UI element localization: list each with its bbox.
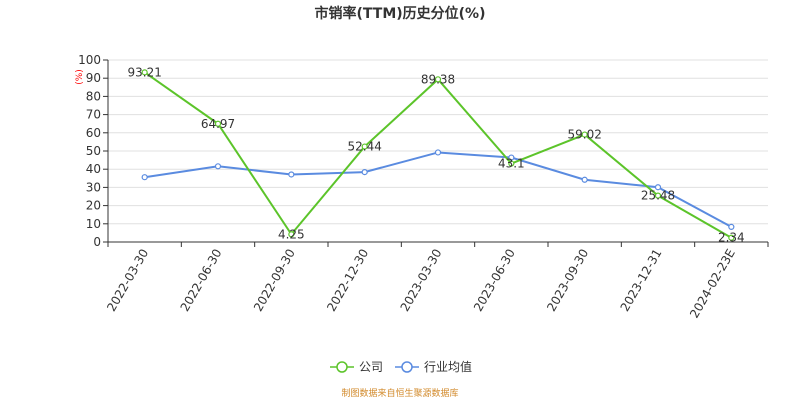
data-point[interactable] <box>581 176 588 183</box>
x-tick-label: 2022-12-30 <box>324 247 371 314</box>
y-tick-label: 40 <box>86 162 101 176</box>
legend-label: 行业均值 <box>424 359 472 374</box>
data-label: 59.02 <box>567 128 601 142</box>
x-tick-label: 2023-12-31 <box>618 247 665 314</box>
data-label: 25.48 <box>641 189 675 203</box>
legend-item-1[interactable]: 行业均值 <box>395 359 472 374</box>
x-tick-label: 2022-03-30 <box>104 247 151 314</box>
data-point[interactable] <box>728 223 735 230</box>
x-axis-ticks: 2022-03-30 2022-06-30 2022-09-30 2022-12-30… <box>104 242 769 321</box>
data-point[interactable] <box>508 160 515 167</box>
x-tick-label: 2024-02-23E <box>687 247 738 321</box>
y-tick-label: 80 <box>86 89 101 103</box>
x-tick-label: 2023-09-30 <box>544 247 591 314</box>
series-0 <box>141 69 735 241</box>
series-layer <box>141 69 735 241</box>
data-point[interactable] <box>508 154 515 161</box>
x-tick-label: 2022-09-30 <box>251 247 298 314</box>
y-axis-ticks: 0 10 20 30 40 50 60 70 80 90 100 <box>78 53 108 249</box>
chart-title: 市销率(TTM)历史分位(%) <box>315 5 486 22</box>
legend[interactable]: 公司 行业均值 <box>330 359 472 374</box>
data-point[interactable] <box>288 231 295 238</box>
y-tick-label: 0 <box>93 235 101 249</box>
data-label: 64.97 <box>201 117 235 131</box>
x-tick-label: 2022-06-30 <box>178 247 225 314</box>
data-point[interactable] <box>654 184 662 191</box>
data-point[interactable] <box>141 69 148 76</box>
source-note: 制图数据来自恒生聚源数据库 <box>341 387 458 399</box>
data-point[interactable] <box>728 234 735 241</box>
data-point[interactable] <box>654 192 662 199</box>
y-tick-label: 90 <box>86 71 101 85</box>
data-point[interactable] <box>214 120 222 127</box>
data-label: 43.1 <box>498 157 525 171</box>
data-label: 93.21 <box>127 65 161 79</box>
data-label: 89.38 <box>421 72 455 86</box>
y-axis-unit-label: (%) <box>75 69 85 85</box>
legend-item-0[interactable]: 公司 <box>330 360 383 374</box>
data-point[interactable] <box>434 149 442 156</box>
axes <box>107 60 768 243</box>
y-tick-label: 100 <box>78 53 101 67</box>
y-tick-label: 30 <box>86 180 101 194</box>
data-point[interactable] <box>361 143 368 150</box>
legend-label: 公司 <box>359 360 383 374</box>
data-point[interactable] <box>361 169 368 176</box>
y-tick-label: 70 <box>86 108 101 122</box>
data-point[interactable] <box>288 171 295 178</box>
data-point[interactable] <box>434 76 442 83</box>
x-tick-label: 2023-06-30 <box>471 247 518 314</box>
data-point[interactable] <box>141 174 148 181</box>
data-point[interactable] <box>214 163 222 170</box>
y-tick-label: 50 <box>86 144 101 158</box>
legend-marker-icon <box>336 361 348 373</box>
data-point[interactable] <box>581 131 588 138</box>
data-label: 4.25 <box>278 227 305 241</box>
y-tick-label: 60 <box>86 126 101 140</box>
data-labels: 93.21 64.97 4.25 52.44 89.38 43.1 59.02 25.48 2.… <box>127 65 744 244</box>
series-1 <box>141 149 735 230</box>
data-label: 2.34 <box>718 231 745 245</box>
data-label: 52.44 <box>347 140 381 154</box>
x-tick-label: 2023-03-30 <box>398 247 445 314</box>
y-tick-label: 10 <box>86 217 101 231</box>
y-tick-label: 20 <box>86 199 101 213</box>
legend-marker-icon <box>401 361 413 373</box>
